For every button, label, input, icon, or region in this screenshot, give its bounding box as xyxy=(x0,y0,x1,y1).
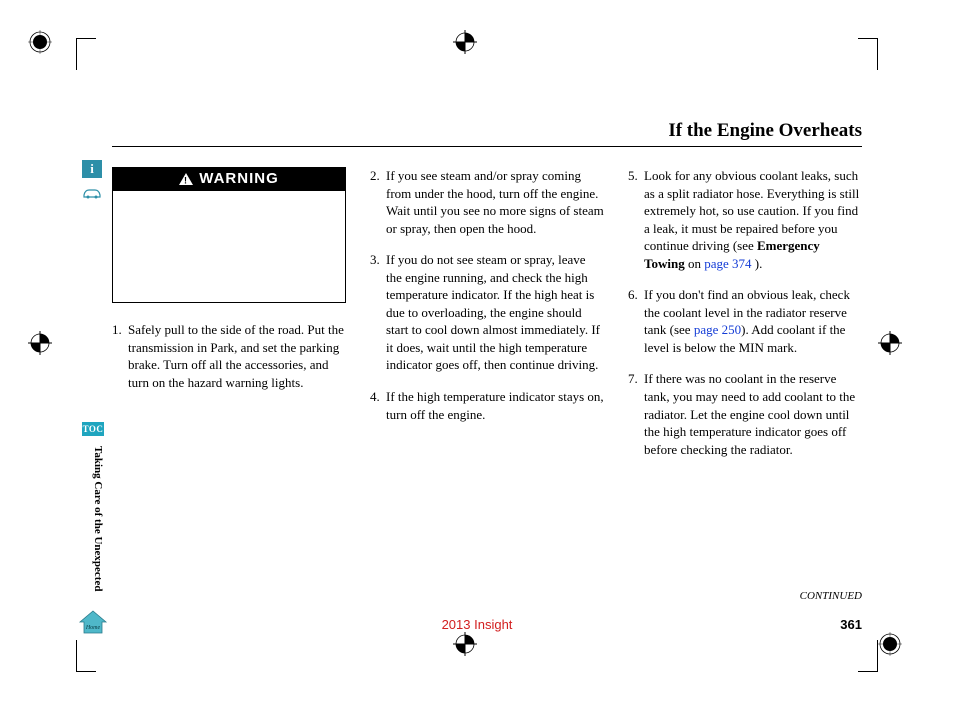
step-text: If you do not see steam or spray, leave … xyxy=(386,251,604,374)
page-link[interactable]: page 374 xyxy=(704,256,751,271)
title-rule xyxy=(112,146,862,147)
registration-mark-icon xyxy=(878,632,926,680)
page-number: 361 xyxy=(840,617,862,632)
registration-mark-icon xyxy=(453,30,501,78)
step-number: 4. xyxy=(370,388,386,423)
text-fragment: ). xyxy=(752,256,763,271)
info-icon[interactable]: i xyxy=(82,160,102,178)
step-number: 5. xyxy=(628,167,644,272)
column-1: ! WARNING 1. Safely pull to the side of … xyxy=(112,167,346,472)
toc-button[interactable]: TOC xyxy=(82,422,104,436)
registration-mark-icon xyxy=(28,331,76,379)
step-6: 6. If you don't find an obvious leak, ch… xyxy=(628,286,862,356)
step-7: 7. If there was no coolant in the reserv… xyxy=(628,370,862,458)
content-columns: ! WARNING 1. Safely pull to the side of … xyxy=(112,167,862,472)
step-number: 3. xyxy=(370,251,386,374)
crop-mark xyxy=(858,640,878,672)
continued-label: CONTINUED xyxy=(800,590,862,602)
crop-mark xyxy=(858,38,878,70)
svg-text:!: ! xyxy=(184,176,188,186)
step-text: If the high temperature indicator stays … xyxy=(386,388,604,423)
page-link[interactable]: page 250 xyxy=(694,322,741,337)
step-number: 2. xyxy=(370,167,386,237)
step-text: If there was no coolant in the reserve t… xyxy=(644,370,862,458)
page-title: If the Engine Overheats xyxy=(112,120,862,146)
crop-mark xyxy=(76,38,96,70)
step-number: 6. xyxy=(628,286,644,356)
step-number: 7. xyxy=(628,370,644,458)
footer-model: 2013 Insight xyxy=(442,617,513,632)
registration-mark-icon xyxy=(878,331,926,379)
svg-text:Home: Home xyxy=(85,625,101,631)
car-icon[interactable] xyxy=(82,184,102,202)
step-4: 4. If the high temperature indicator sta… xyxy=(370,388,604,423)
warning-box: ! WARNING xyxy=(112,167,346,303)
step-text: Look for any obvious coolant leaks, such… xyxy=(644,167,862,272)
text-fragment: on xyxy=(685,256,705,271)
warning-header: ! WARNING xyxy=(113,168,345,191)
step-5: 5. Look for any obvious coolant leaks, s… xyxy=(628,167,862,272)
step-text: Safely pull to the side of the road. Put… xyxy=(128,321,346,391)
step-number: 1. xyxy=(112,321,128,391)
step-3: 3. If you do not see steam or spray, lea… xyxy=(370,251,604,374)
registration-mark-icon xyxy=(28,30,76,78)
text-fragment: Look for any obvious coolant leaks, such… xyxy=(644,168,859,253)
warning-label: WARNING xyxy=(199,169,279,189)
crop-mark xyxy=(76,640,96,672)
step-text: If you don't find an obvious leak, check… xyxy=(644,286,862,356)
step-text: If you see steam and/or spray coming fro… xyxy=(386,167,604,237)
section-label: Taking Care of the Unexpected xyxy=(82,442,104,591)
column-3: 5. Look for any obvious coolant leaks, s… xyxy=(628,167,862,472)
step-1: 1. Safely pull to the side of the road. … xyxy=(112,321,346,391)
step-2: 2. If you see steam and/or spray coming … xyxy=(370,167,604,237)
column-2: 2. If you see steam and/or spray coming … xyxy=(370,167,604,472)
warning-triangle-icon: ! xyxy=(179,173,193,185)
home-button[interactable]: Home xyxy=(78,609,106,640)
